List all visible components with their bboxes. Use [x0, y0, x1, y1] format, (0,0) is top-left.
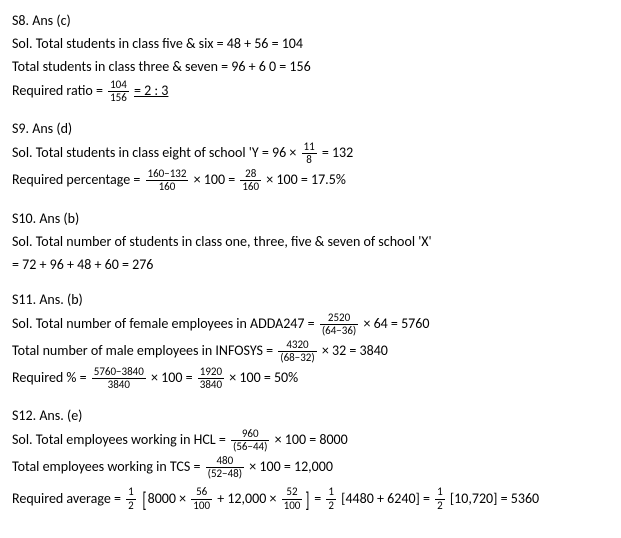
fraction: 56100 — [191, 486, 212, 511]
fraction: 4320(68−32) — [278, 339, 316, 364]
text: Sol. Total number of female employees in… — [12, 315, 318, 332]
text: = 132 — [322, 144, 353, 161]
solution-s9: S9. Ans (d) Sol. Total students in class… — [12, 118, 609, 193]
sol-line: Total employees working in TCS = 480(52−… — [12, 455, 609, 480]
text: × 64 = 5760 — [363, 315, 429, 332]
fraction: 28160 — [240, 168, 261, 193]
solution-s12: S12. Ans. (e) Sol. Total employees worki… — [12, 405, 609, 515]
answer-line: S12. Ans. (e) — [12, 405, 609, 426]
text: × 100 = — [151, 369, 196, 386]
text: Total number of male employees in INFOSY… — [12, 342, 276, 359]
bracket-right-icon: ] — [306, 483, 310, 516]
solution-s8: S8. Ans (c) Sol. Total students in class… — [12, 10, 609, 104]
text: Sol. Total students in class eight of sc… — [12, 144, 300, 161]
text: Required percentage = — [12, 171, 144, 188]
text: × 100 = 17.5% — [266, 171, 346, 188]
fraction: 480(52−48) — [206, 455, 244, 480]
sol-line: Required ratio = 104156 = 2 : 3 — [12, 79, 609, 104]
text: Required ratio = — [12, 82, 106, 99]
sol-line: Required average = 12 [8000 × 56100 + 12… — [12, 483, 609, 516]
fraction: 2520(64−36) — [320, 312, 358, 337]
fraction: 12 — [435, 486, 445, 511]
text: × 100 = — [194, 171, 239, 188]
sol-line: Total number of male employees in INFOSY… — [12, 339, 609, 364]
fraction: 118 — [302, 141, 317, 166]
text: [4480 + 6240] = — [341, 489, 433, 506]
text: × 100 = 8000 — [275, 431, 348, 448]
fraction: 12 — [326, 486, 336, 511]
text: Required % = — [12, 369, 90, 386]
text: 8000 × — [148, 489, 190, 506]
fraction: 5760−38403840 — [92, 366, 146, 391]
text: × 100 = 50% — [229, 369, 298, 386]
solution-s11: S11. Ans. (b) Sol. Total number of femal… — [12, 289, 609, 392]
answer-line: S9. Ans (d) — [12, 118, 609, 139]
answer-line: S8. Ans (c) — [12, 10, 609, 31]
fraction: 104156 — [108, 79, 129, 104]
text: = 2 : 3 — [134, 82, 168, 99]
sol-line: Required percentage = 160−132160 × 100 =… — [12, 168, 609, 193]
sol-line: Sol. Total students in class five & six … — [12, 33, 609, 54]
fraction: 960(56−44) — [231, 428, 269, 453]
text: Total employees working in TCS = — [12, 458, 204, 475]
text: = — [314, 489, 324, 506]
sol-line: Sol. Total employees working in HCL = 96… — [12, 428, 609, 453]
text: × 100 = 12,000 — [249, 458, 333, 475]
sol-line: Total students in class three & seven = … — [12, 56, 609, 77]
sol-line: Sol. Total students in class eight of sc… — [12, 141, 609, 166]
text: [10,720] = 5360 — [450, 489, 539, 506]
fraction: 52100 — [282, 486, 303, 511]
bracket-left-icon: [ — [142, 483, 146, 516]
answer-line: S10. Ans (b) — [12, 208, 609, 229]
sol-line: Sol. Total number of students in class o… — [12, 231, 609, 252]
sol-line: Required % = 5760−38403840 × 100 = 19203… — [12, 366, 609, 391]
text: Sol. Total employees working in HCL = — [12, 431, 229, 448]
fraction: 19203840 — [198, 366, 224, 391]
text: Required average = — [12, 489, 124, 506]
solution-s10: S10. Ans (b) Sol. Total number of studen… — [12, 208, 609, 275]
text: + 12,000 × — [217, 489, 279, 506]
text: × 32 = 3840 — [322, 342, 388, 359]
answer-line: S11. Ans. (b) — [12, 289, 609, 310]
sol-line: = 72 + 96 + 48 + 60 = 276 — [12, 254, 609, 275]
fraction: 12 — [126, 486, 136, 511]
fraction: 160−132160 — [146, 168, 189, 193]
sol-line: Sol. Total number of female employees in… — [12, 312, 609, 337]
